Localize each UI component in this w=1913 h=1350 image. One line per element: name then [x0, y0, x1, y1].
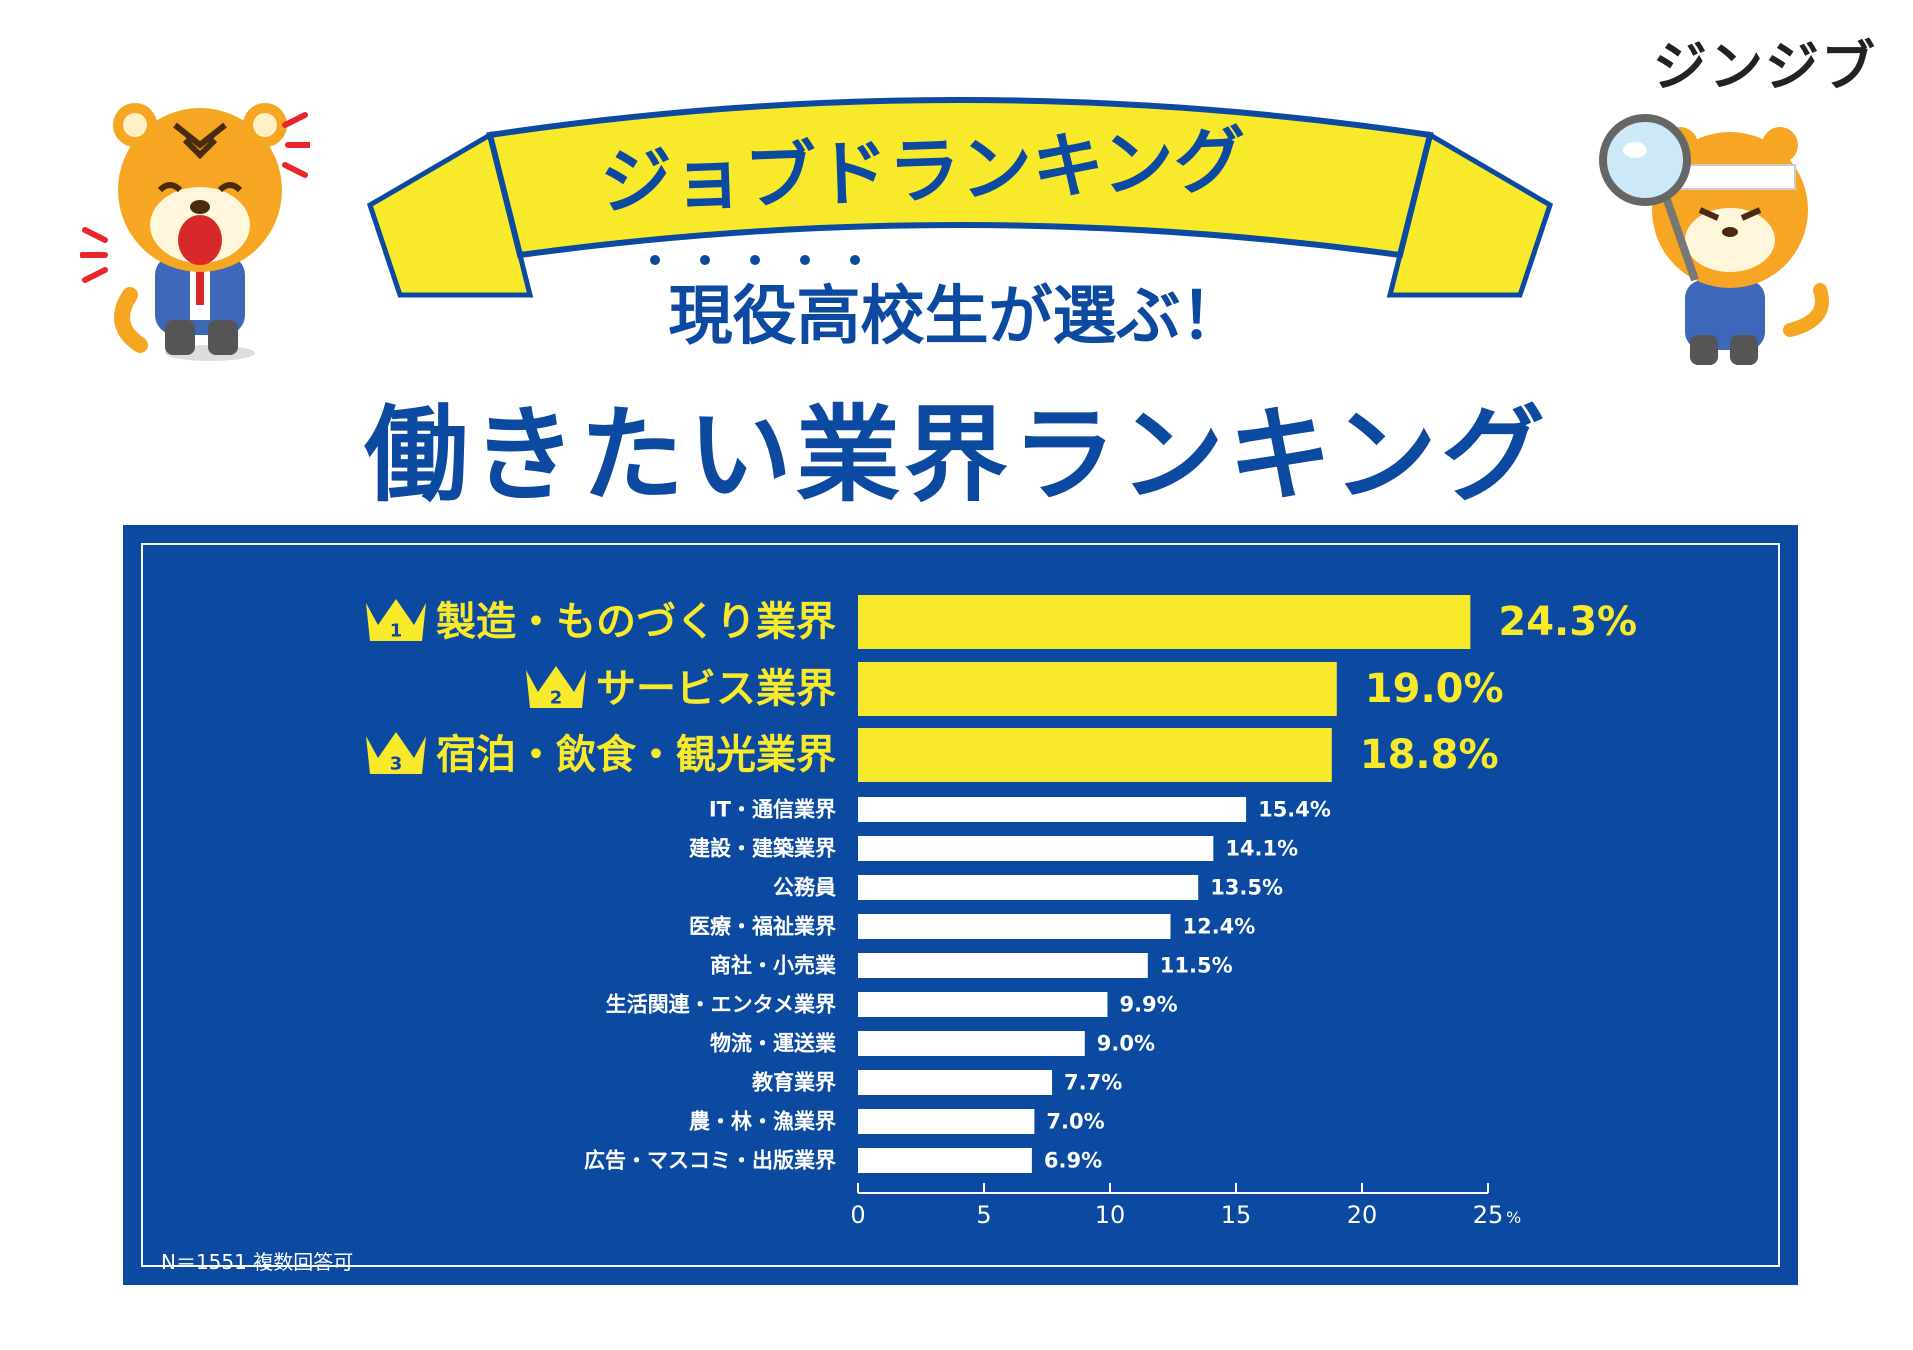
tiger-mascot-right [1599, 114, 1829, 365]
sample-note: N＝1551 複数回答可 [161, 1250, 354, 1274]
category-label-2: サービス業界 [596, 666, 836, 712]
bar-8 [858, 953, 1148, 978]
x-tick-label-25: 25 [1473, 1201, 1504, 1229]
value-label-9: 9.9% [1119, 993, 1177, 1017]
value-label-7: 12.4% [1182, 915, 1255, 939]
value-label-3: 18.8% [1360, 732, 1499, 778]
crown-icon-3 [366, 732, 426, 774]
category-label-5: 建設・建築業界 [689, 837, 836, 861]
value-label-4: 15.4% [1258, 798, 1331, 822]
x-tick-label-20: 20 [1347, 1201, 1378, 1229]
category-label-7: 医療・福祉業界 [689, 915, 836, 939]
x-tick-label-0: 0 [850, 1201, 865, 1229]
chart-panel: 製造・ものづくり業界 24.3% 1 サービス業界 19.0% 2 宿泊・飲食・観光業界 18… [123, 525, 1798, 1285]
x-axis-unit: % [1506, 1208, 1521, 1227]
crown-icon-1 [366, 599, 426, 641]
bar-1 [858, 595, 1471, 649]
category-label-6: 公務員 [773, 876, 836, 900]
bar-10 [858, 1031, 1085, 1056]
tiger-mascot-left [113, 103, 310, 361]
crown-icon-2 [526, 666, 586, 708]
bar-9 [858, 992, 1108, 1017]
category-label-11: 教育業界 [752, 1071, 836, 1095]
bar-chart: 製造・ものづくり業界 24.3% 1 サービス業界 19.0% 2 宿泊・飲食・観光業界 18… [366, 595, 1637, 1229]
rank-number-2: 2 [550, 688, 563, 709]
value-label-13: 6.9% [1044, 1149, 1102, 1173]
x-tick-label-10: 10 [1095, 1201, 1126, 1229]
value-label-11: 7.7% [1064, 1071, 1122, 1095]
excitement-marks [80, 227, 108, 283]
brand-logo: ジンジブ [1653, 35, 1877, 98]
value-label-10: 9.0% [1097, 1032, 1155, 1056]
bar-4 [858, 797, 1247, 822]
bar-11 [858, 1070, 1053, 1095]
value-label-8: 11.5% [1160, 954, 1233, 978]
value-label-6: 13.5% [1210, 876, 1283, 900]
bar-12 [858, 1109, 1035, 1134]
subtitle: 現役高校生が選ぶ！ [668, 280, 1245, 354]
category-label-4: IT・通信業界 [709, 798, 836, 822]
main-title: 働きたい業界ランキング [364, 394, 1549, 516]
bar-6 [858, 875, 1199, 900]
bar-13 [858, 1148, 1032, 1173]
bar-5 [858, 836, 1214, 861]
value-label-12: 7.0% [1046, 1110, 1104, 1134]
rank-number-1: 1 [390, 621, 403, 642]
category-label-9: 生活関連・エンタメ業界 [606, 993, 836, 1017]
x-tick-label-15: 15 [1221, 1201, 1252, 1229]
category-label-3: 宿泊・飲食・観光業界 [436, 732, 836, 778]
bar-2 [858, 662, 1337, 716]
rank-number-3: 3 [390, 754, 403, 775]
value-label-2: 19.0% [1365, 666, 1504, 712]
category-label-8: 商社・小売業 [710, 954, 837, 978]
value-label-1: 24.3% [1498, 599, 1637, 645]
chart-panel-border [141, 543, 1780, 1267]
category-label-13: 広告・マスコミ・出版業界 [584, 1149, 836, 1173]
x-tick-label-5: 5 [976, 1201, 991, 1229]
banner-ribbon [366, 97, 1554, 298]
category-label-10: 物流・運送業 [710, 1032, 837, 1056]
bar-7 [858, 914, 1171, 939]
category-label-1: 製造・ものづくり業界 [436, 599, 836, 645]
bar-3 [858, 728, 1332, 782]
category-label-12: 農・林・漁業界 [689, 1110, 836, 1134]
value-label-5: 14.1% [1225, 837, 1298, 861]
